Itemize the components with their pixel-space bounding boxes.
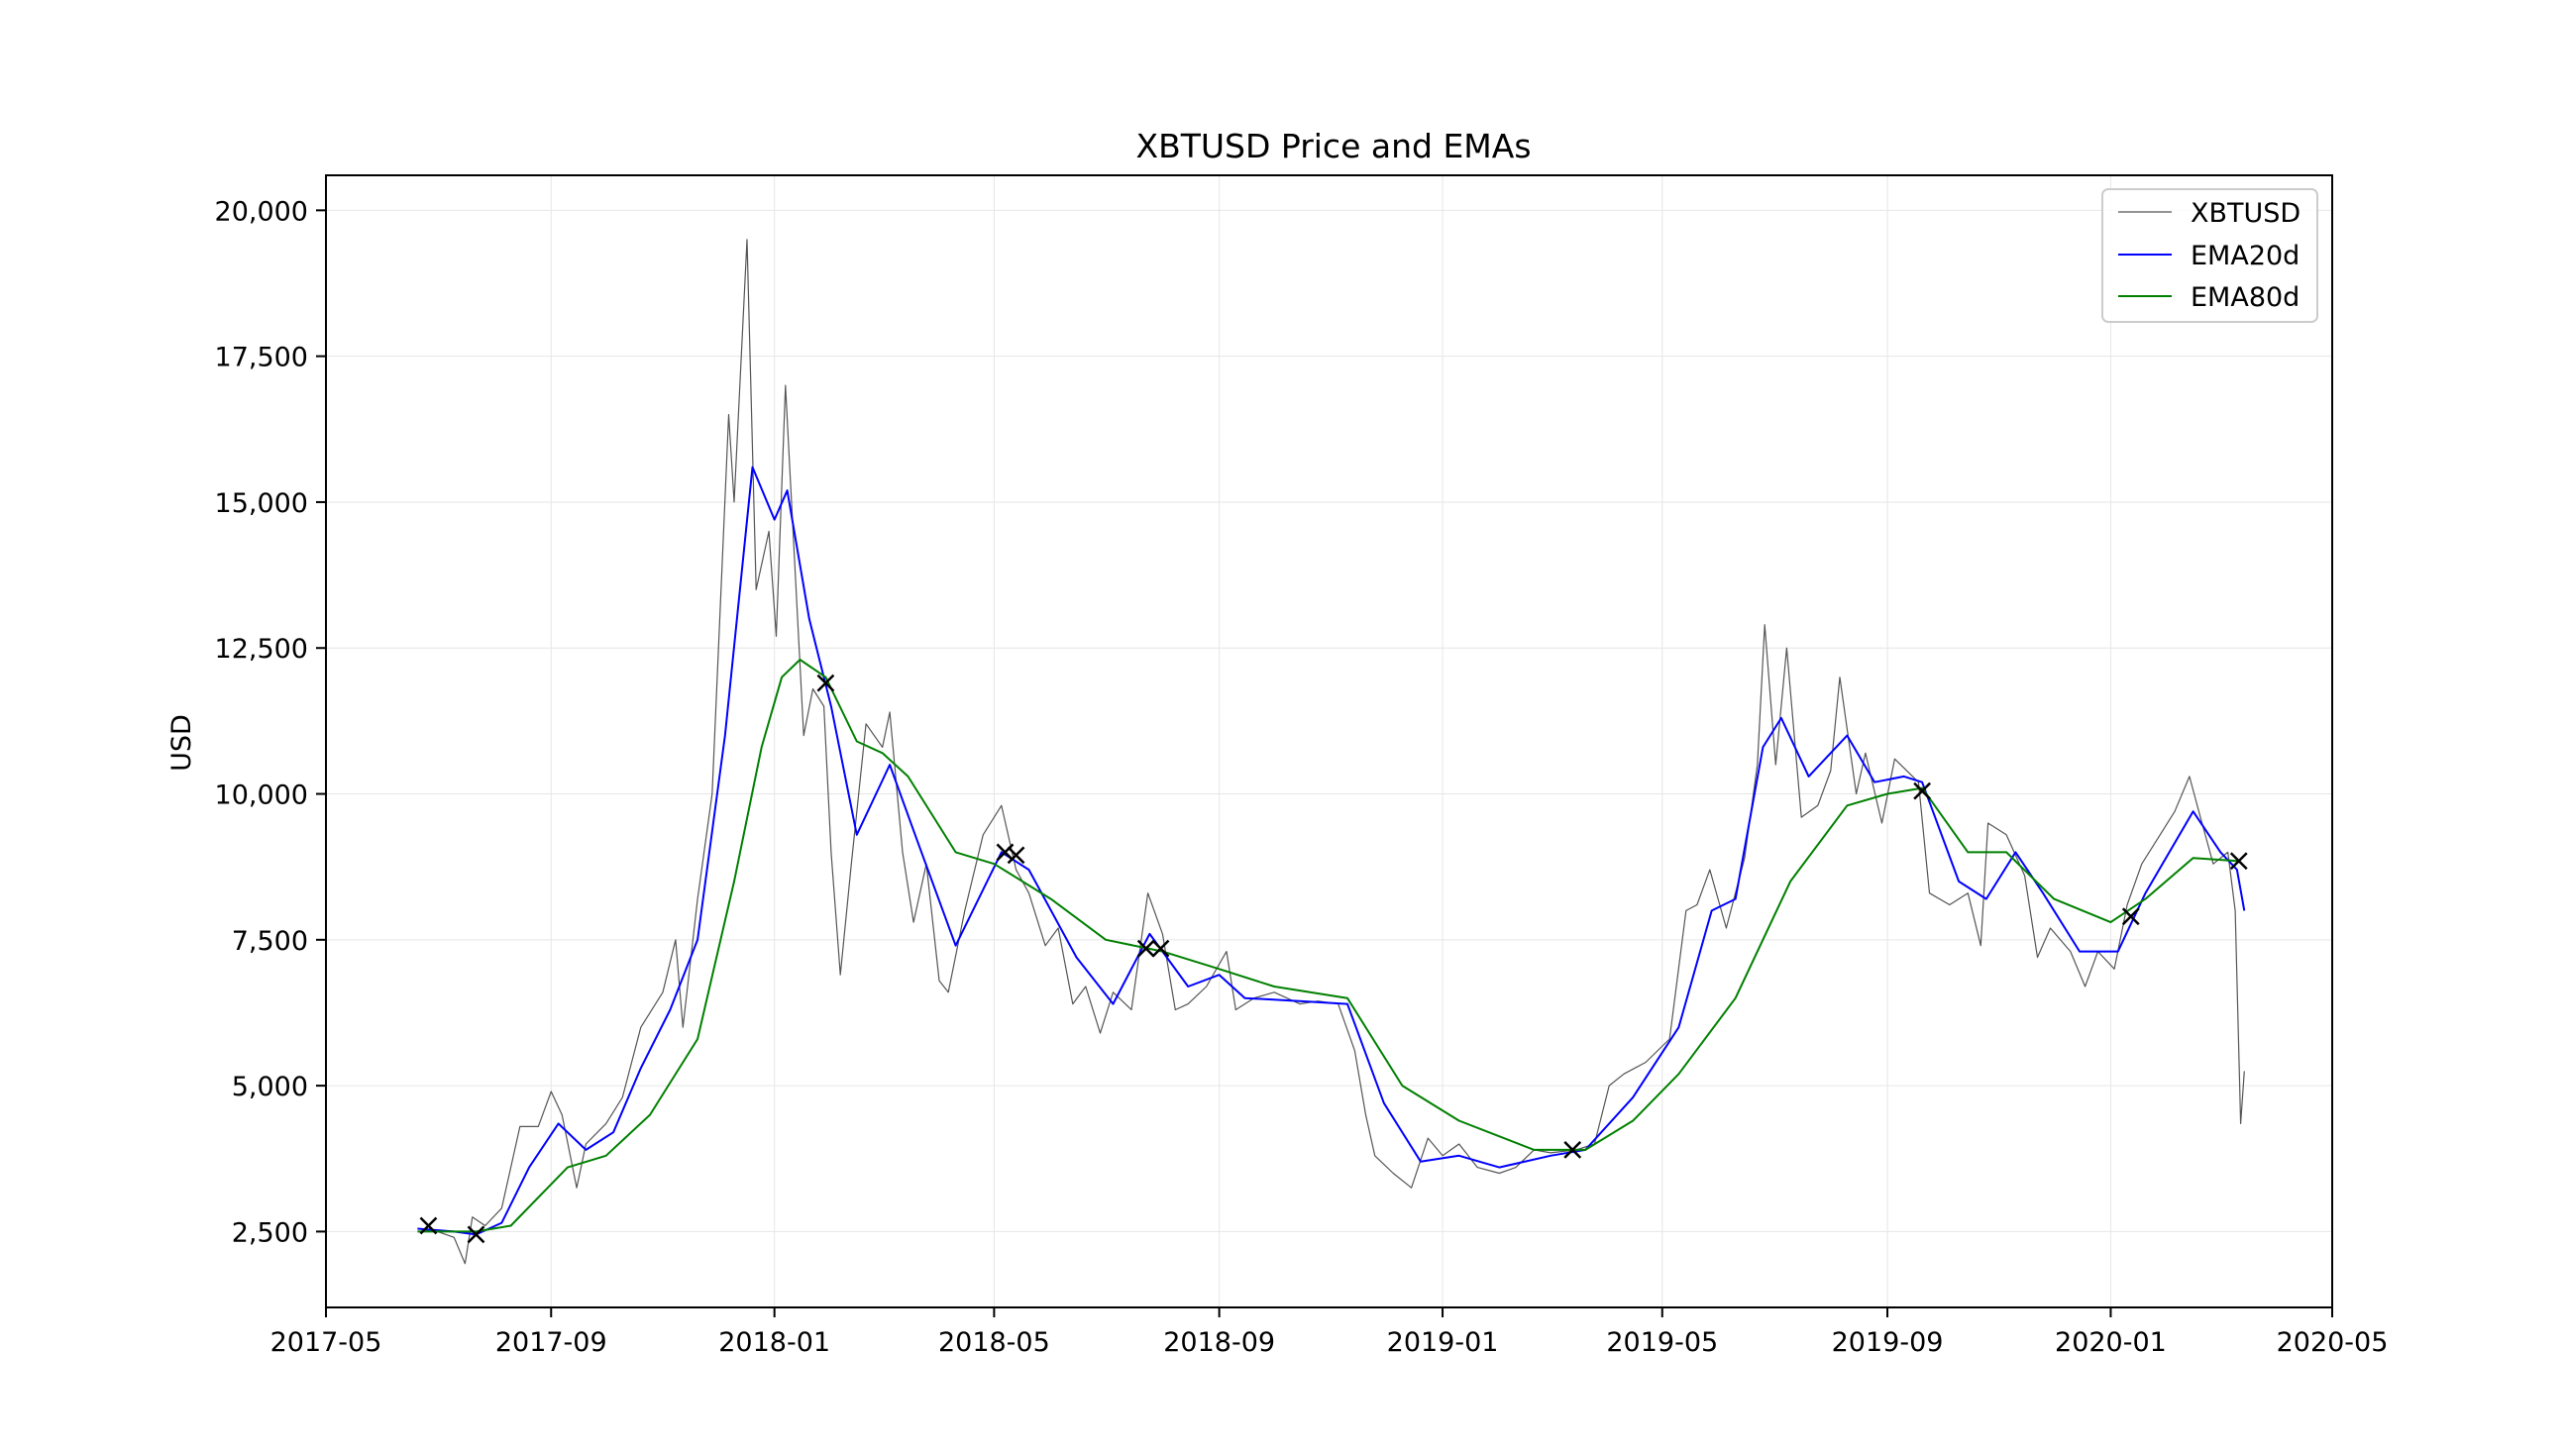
series-group (417, 239, 2246, 1265)
x-tick-label: 2020-05 (2277, 1327, 2389, 1358)
x-tick-label: 2019-01 (1387, 1327, 1499, 1358)
series-line-xbtusd (417, 239, 2245, 1265)
legend-label-ema20d: EMA20d (2191, 241, 2300, 271)
crossover-marker (816, 674, 835, 692)
y-tick-label: 20,000 (215, 196, 308, 227)
x-tick-label: 2019-05 (1606, 1327, 1718, 1358)
y-tick-label: 2,500 (232, 1217, 308, 1248)
x-tick-label: 2019-09 (1832, 1327, 1944, 1358)
x-tick-label: 2018-09 (1163, 1327, 1275, 1358)
crossover-marker (1563, 1141, 1582, 1159)
x-tick-label: 2020-01 (2055, 1327, 2167, 1358)
y-tick-label: 12,500 (215, 634, 308, 665)
x-tick-label: 2018-05 (938, 1327, 1050, 1358)
plot-frame (325, 174, 2333, 1308)
y-axis-label: USD (166, 714, 197, 772)
y-tick-label: 17,500 (215, 343, 308, 373)
legend: XBTUSD EMA20d EMA80d (2101, 188, 2318, 323)
crossover-marker (1007, 846, 1025, 865)
series-line-ema80d (417, 659, 2237, 1233)
x-tick-label: 2017-05 (270, 1327, 382, 1358)
crossover-marker (2229, 852, 2248, 871)
x-axis: 2017-05 2017-09 2018-01 2018-05 2018-09 2019-… (270, 1307, 2389, 1358)
crossover-marker (1913, 781, 1932, 800)
legend-label-xbtusd: XBTUSD (2191, 198, 2300, 229)
y-axis: 2,500 5,000 7,500 10,000 12,500 15,000 17,500 2… (215, 196, 326, 1248)
crossover-marker (996, 843, 1015, 862)
y-tick-label: 10,000 (215, 780, 308, 811)
chart-title: XBTUSD Price and EMAs (1135, 127, 1531, 165)
legend-box (2101, 188, 2318, 323)
y-tick-label: 7,500 (232, 926, 308, 957)
crossover-marker (1151, 939, 1170, 958)
legend-label-ema80d: EMA80d (2191, 282, 2300, 313)
crossover-marker (419, 1216, 438, 1235)
x-tick-label: 2017-09 (495, 1327, 607, 1358)
crossover-marker (2121, 907, 2140, 926)
series-line-ema20d (417, 466, 2246, 1236)
y-tick-label: 5,000 (232, 1072, 308, 1102)
crossover-markers (419, 674, 2248, 1244)
x-tick-label: 2018-01 (718, 1327, 830, 1358)
crossover-marker (467, 1225, 485, 1244)
crossover-marker (1136, 939, 1155, 958)
y-tick-label: 15,000 (215, 488, 308, 519)
